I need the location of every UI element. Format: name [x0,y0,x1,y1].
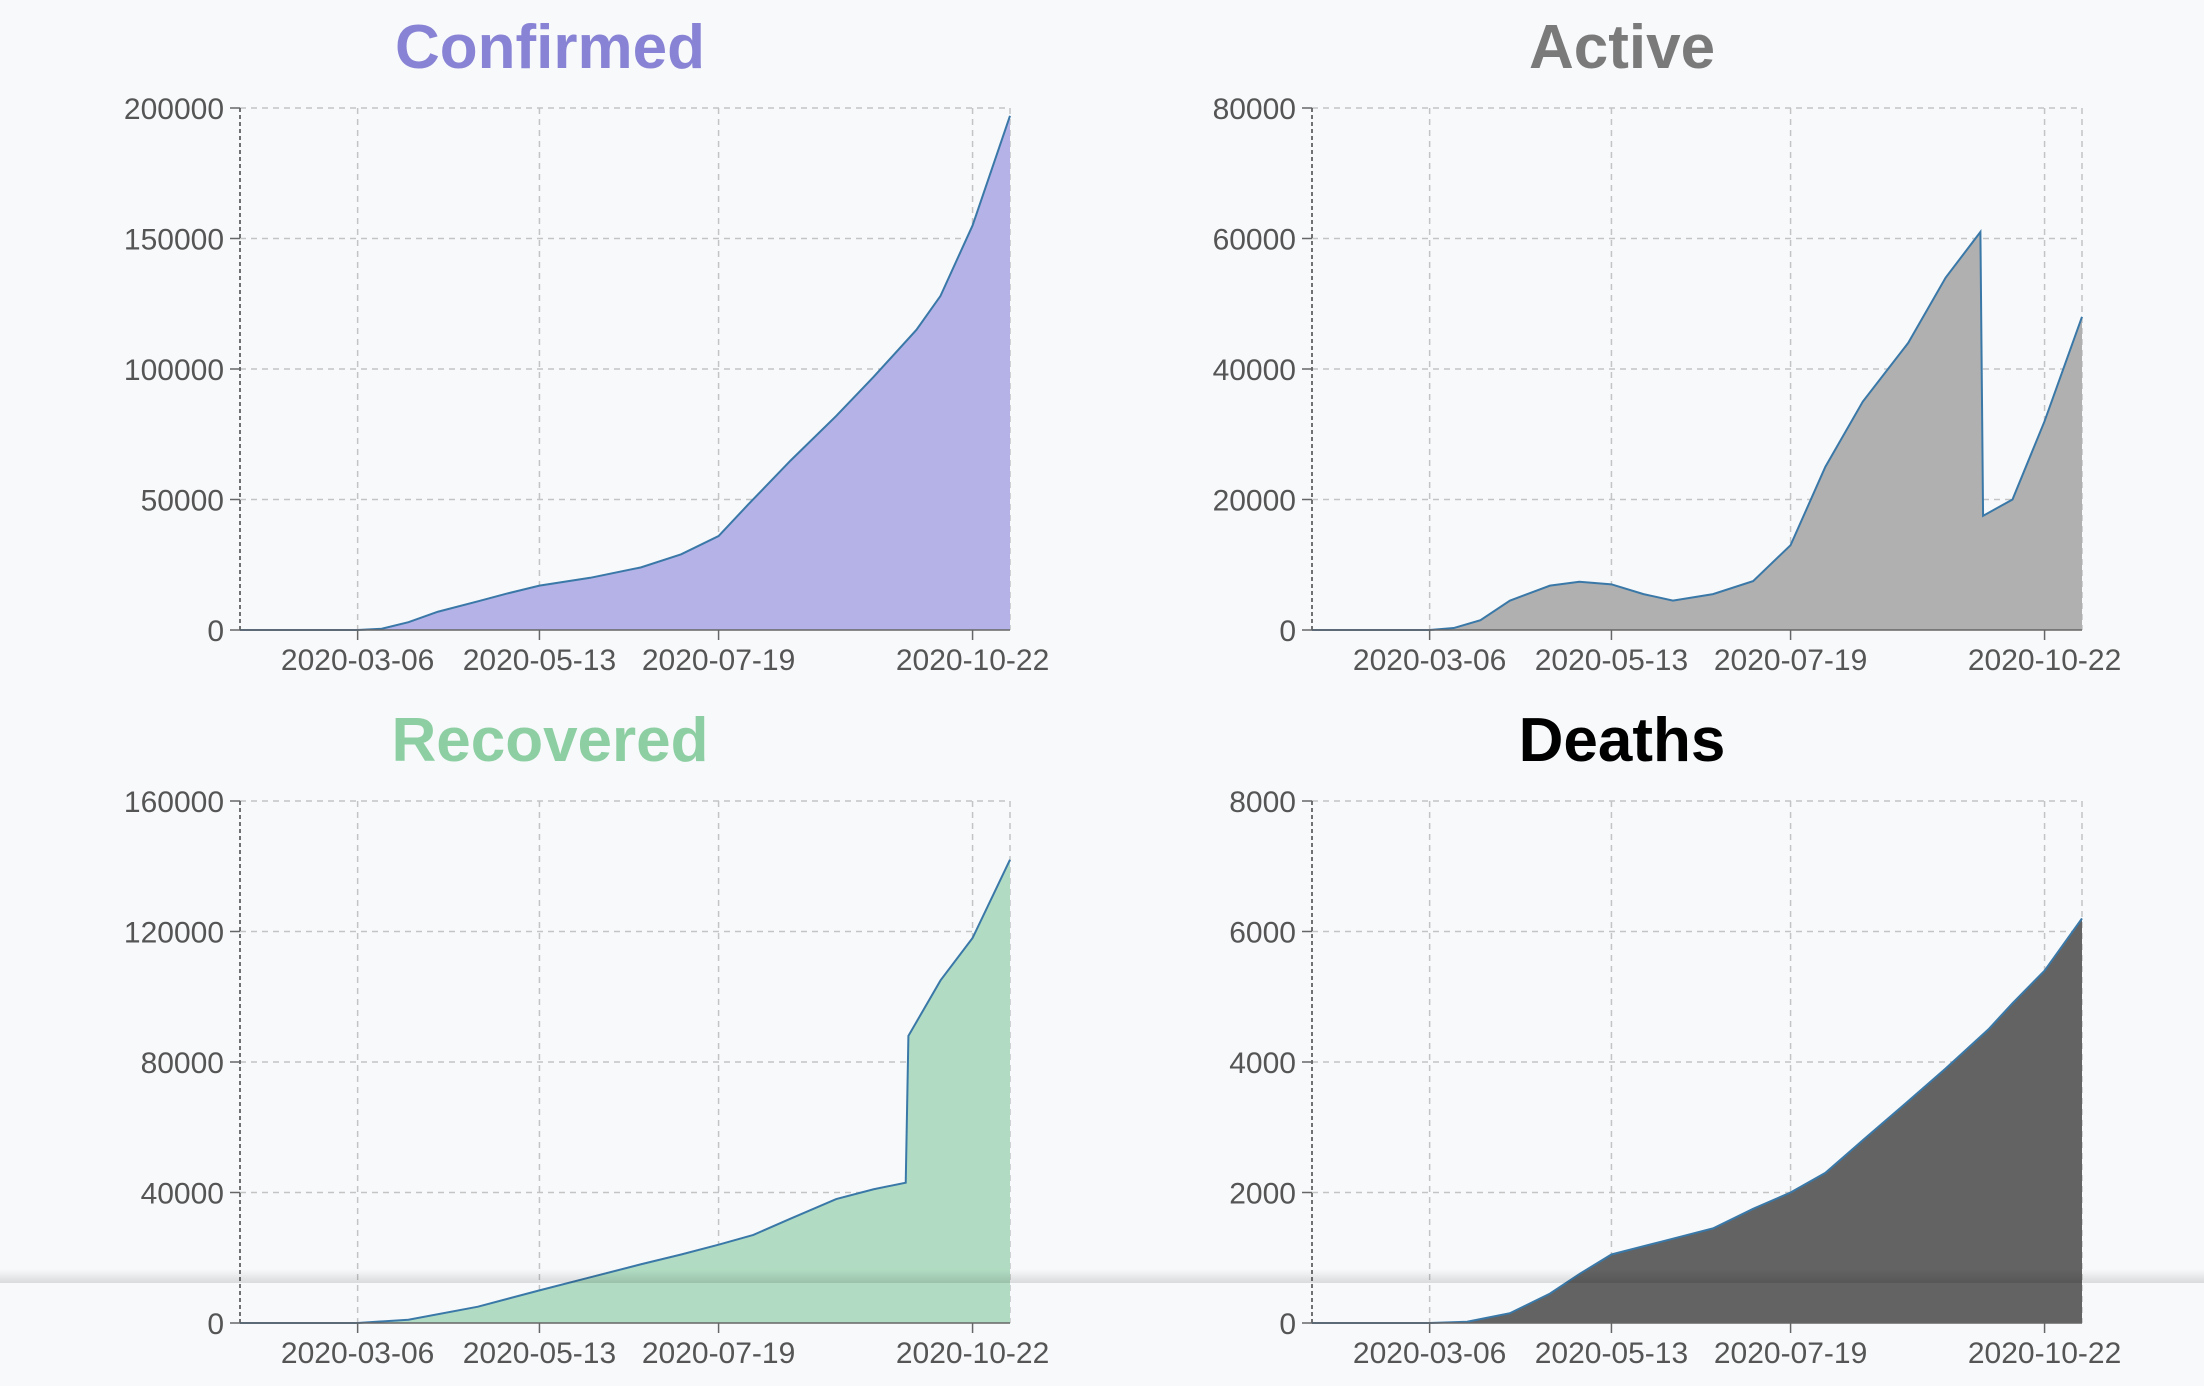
y-tick-label: 60000 [1213,224,1296,257]
y-tick-label: 4000 [1229,1047,1296,1080]
y-tick-label: 2000 [1229,1178,1296,1211]
y-tick-label: 200000 [124,93,224,126]
y-tick-label: 100000 [124,354,224,387]
y-tick-label: 0 [207,615,224,648]
series-area [1312,231,2082,630]
x-tick-label: 2020-03-06 [281,1337,434,1370]
x-tick-label: 2020-05-13 [463,1337,616,1370]
y-tick-label: 80000 [1213,93,1296,126]
x-tick-label: 2020-07-19 [1714,644,1867,677]
chart-active: 0 20000 40000 60000 80000 2020-03-06 2020-05-1… [1213,93,2122,677]
y-tick-label: 20000 [1213,485,1296,518]
x-tick-label: 2020-10-22 [1968,644,2121,677]
y-tick-label: 40000 [1213,354,1296,387]
series-area [240,859,1010,1323]
y-tick-label: 0 [1279,615,1296,648]
x-tick-label: 2020-03-06 [1353,1337,1506,1370]
bottom-edge-shadow [0,1269,2204,1283]
y-tick-label: 0 [1279,1308,1296,1341]
chart-confirmed: 0 50000 100000 150000 200000 2020-03-06 2020-0… [124,93,1049,677]
x-tick-label: 2020-10-22 [896,1337,1049,1370]
series-line [240,115,1011,631]
x-tick-label: 2020-03-06 [1353,644,1506,677]
y-tick-label: 0 [207,1308,224,1341]
x-tick-label: 2020-07-19 [642,1337,795,1370]
x-tick-label: 2020-10-22 [1968,1337,2121,1370]
y-tick-label: 8000 [1229,786,1296,819]
series-area [1312,918,2082,1323]
x-tick-label: 2020-05-13 [463,644,616,677]
x-tick-label: 2020-07-19 [642,644,795,677]
y-tick-label: 50000 [141,485,224,518]
y-tick-label: 160000 [124,786,224,819]
y-tick-label: 150000 [124,224,224,257]
x-tick-label: 2020-05-13 [1535,1337,1688,1370]
x-tick-label: 2020-05-13 [1535,644,1688,677]
chart-panel-active: Active 0 20000 40000 60000 80000 2020-03-06 20… [1072,0,2172,693]
chart-title-confirmed: Confirmed [395,13,705,82]
y-tick-label: 120000 [124,917,224,950]
y-tick-label: 6000 [1229,917,1296,950]
chart-title-deaths: Deaths [1518,706,1726,775]
chart-panel-confirmed: Confirmed 0 50000 100000 150000 200000 2020-0… [0,0,1100,693]
y-tick-label: 80000 [141,1047,224,1080]
x-tick-label: 2020-10-22 [896,644,1049,677]
y-tick-label: 40000 [141,1178,224,1211]
x-tick-label: 2020-03-06 [281,644,434,677]
x-tick-label: 2020-07-19 [1714,1337,1867,1370]
chart-title-active: Active [1528,13,1716,82]
chart-title-recovered: Recovered [391,706,709,775]
series-line [1312,229,2083,631]
series-area [240,115,1010,630]
